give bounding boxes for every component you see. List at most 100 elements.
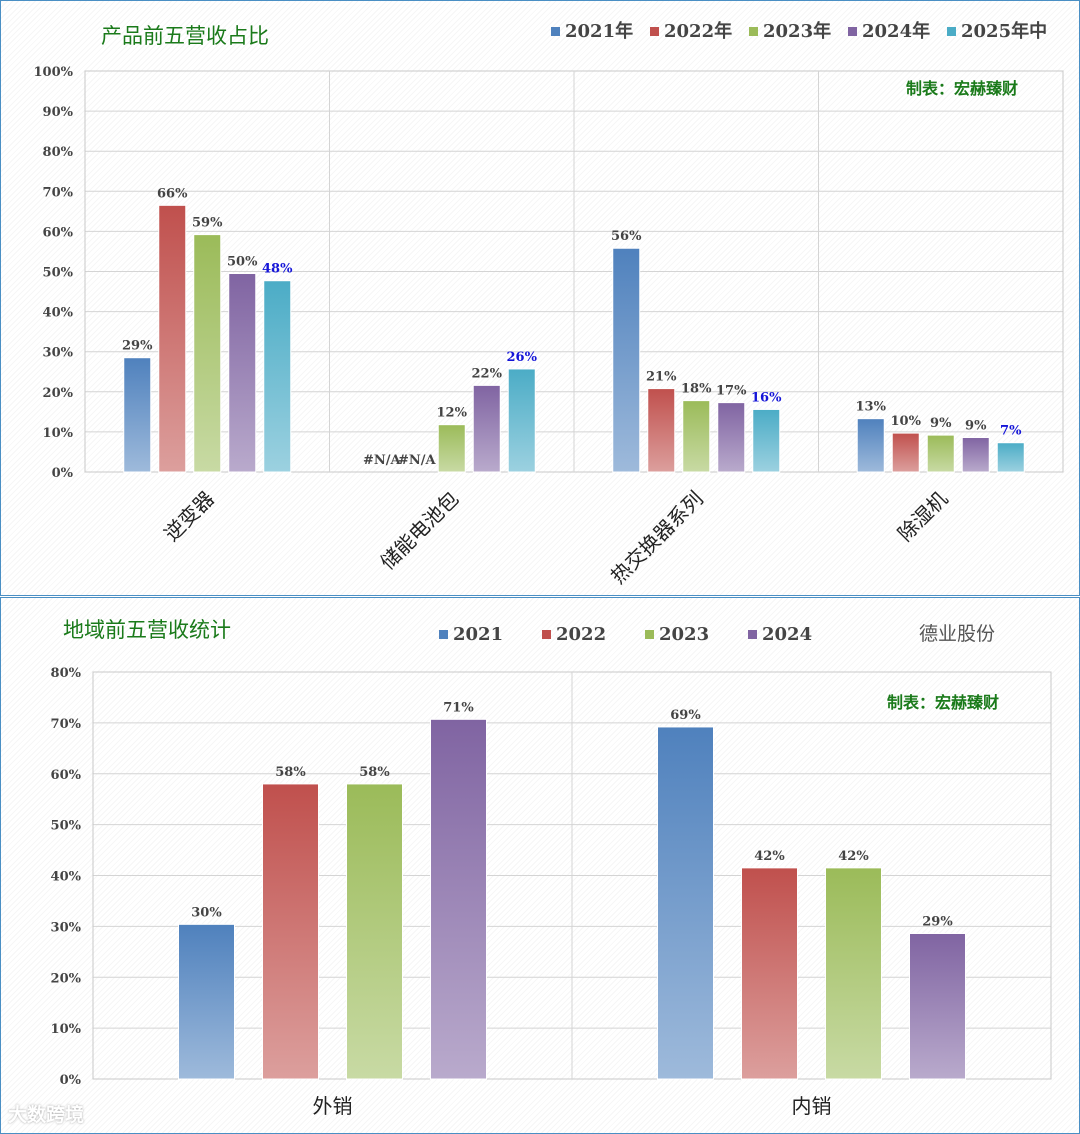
legend-swatch — [645, 630, 654, 639]
category-label: 逆变器 — [159, 487, 218, 546]
y-tick-label: 60% — [51, 768, 82, 783]
data-label: 29% — [922, 914, 953, 929]
bar-2025E5B9B4E4B8AD-E783ADE4BAA4E68DA2E599A8E7B3BBE58897 — [752, 408, 781, 473]
bar-2025E5B9B4E4B8AD-E98086E58F98E599A8 — [263, 280, 292, 473]
bar-2022E5B9B4-E98086E58F98E599A8 — [158, 204, 187, 473]
data-label: 7% — [1000, 424, 1022, 439]
y-tick-label: 10% — [51, 1022, 82, 1037]
y-tick-label: 40% — [43, 306, 74, 321]
legend-label: 2023 — [659, 624, 709, 645]
y-tick-label: 40% — [51, 870, 82, 885]
y-tick-label: 20% — [43, 386, 74, 401]
category-label: 热交换器系列 — [606, 487, 708, 589]
legend-swatch — [439, 630, 448, 639]
data-label: 59% — [192, 216, 223, 231]
bar-2024E5B9B4-E98086E58F98E599A8 — [228, 273, 257, 473]
data-label: 30% — [191, 905, 222, 920]
bar-2021E5B9B4-E98086E58F98E599A8 — [123, 357, 152, 473]
bar-2022E5B9B4-E999A4E6B9BFE69CBA — [891, 432, 920, 473]
legend-label: 2021年 — [565, 20, 633, 42]
region-revenue-chart: 地域前五营收统计 德业股份 制表：宏赫臻财 0% 10% 20% 30% 40% 50% 6… — [51, 618, 1052, 1118]
data-label: 42% — [838, 849, 869, 864]
data-label: 29% — [122, 339, 153, 354]
bar-2024E5B9B4-E783ADE4BAA4E68DA2E599A8E7B3BBE58897 — [717, 402, 746, 473]
y-tick-label: 100% — [34, 65, 74, 80]
data-label: 58% — [359, 765, 390, 780]
product-revenue-chart: 产品前五营收占比 制表：宏赫臻财 0% 10% 20% 30% 40% 50% 60% 70%… — [34, 20, 1064, 589]
bar-2025E5B9B4E4B8AD-E582A8E883BDE794B5E6B1A0E58C85 — [507, 368, 536, 473]
bar-2024-E5A496E99480 — [430, 718, 487, 1080]
data-label-na: #N/A — [363, 453, 402, 468]
y-tick-label: 50% — [43, 266, 74, 281]
bar-2024E5B9B4-E999A4E6B9BFE69CBA — [961, 437, 990, 473]
data-label: 71% — [443, 700, 474, 715]
data-label: 50% — [227, 255, 258, 270]
company-name: 德业股份 — [919, 623, 995, 645]
bar-2021E5B9B4-E783ADE4BAA4E68DA2E599A8E7B3BBE58897 — [612, 247, 641, 473]
legend-swatch — [650, 27, 659, 36]
watermark-logo: 大数跨境 — [8, 1104, 85, 1126]
bar-2022-E58685E99480 — [741, 867, 798, 1080]
data-label: 10% — [891, 414, 922, 429]
chart-credit: 制表：宏赫臻财 — [887, 693, 999, 712]
chart-title: 地域前五营收统计 — [63, 618, 231, 642]
region-revenue-chart-panel: 地域前五营收统计 德业股份 制表：宏赫臻财 0% 10% 20% 30% 40% 50% 6… — [0, 597, 1080, 1134]
legend-label: 2021 — [453, 624, 503, 645]
y-tick-label: 80% — [43, 145, 74, 160]
data-label: 26% — [507, 350, 538, 365]
data-label: 58% — [275, 765, 306, 780]
data-label: 21% — [646, 370, 677, 385]
category-label: 内销 — [792, 1094, 832, 1118]
product-revenue-chart-panel: 产品前五营收占比 制表：宏赫臻财 0% 10% 20% 30% 40% 50% 60% 70%… — [0, 0, 1080, 596]
bar-2024-E58685E99480 — [909, 932, 966, 1080]
bar-2022E5B9B4-E783ADE4BAA4E68DA2E599A8E7B3BBE58897 — [647, 388, 676, 473]
data-label: 22% — [472, 366, 503, 381]
chart-title: 产品前五营收占比 — [101, 24, 269, 48]
chart-credit: 制表：宏赫臻财 — [906, 79, 1018, 98]
legend-swatch — [551, 27, 560, 36]
bar-2022-E5A496E99480 — [262, 783, 319, 1080]
legend-label: 2023年 — [763, 20, 831, 42]
data-label: 56% — [611, 229, 642, 244]
y-tick-label: 10% — [43, 426, 74, 441]
y-tick-label: 70% — [51, 717, 82, 732]
category-label: 储能电池包 — [376, 487, 464, 575]
legend-label: 2022 — [556, 624, 606, 645]
bar-2023-E5A496E99480 — [346, 783, 403, 1080]
y-tick-label: 30% — [43, 346, 74, 361]
data-label: 16% — [751, 390, 782, 405]
y-tick-label: 90% — [43, 105, 74, 120]
data-label: 12% — [437, 406, 468, 421]
legend-label: 2024年 — [862, 20, 930, 42]
bar-2025E5B9B4E4B8AD-E999A4E6B9BFE69CBA — [996, 442, 1025, 473]
data-label: 9% — [965, 419, 987, 434]
bar-2023E5B9B4-E999A4E6B9BFE69CBA — [926, 434, 955, 473]
bar-2021-E5A496E99480 — [178, 923, 235, 1080]
y-tick-label: 0% — [52, 466, 74, 481]
y-tick-label: 70% — [43, 185, 74, 200]
y-tick-label: 0% — [60, 1073, 82, 1088]
data-label: 18% — [681, 382, 712, 397]
legend-swatch — [748, 630, 757, 639]
bar-2023-E58685E99480 — [825, 867, 882, 1080]
bar-2021-E58685E99480 — [657, 726, 714, 1080]
y-tick-label: 60% — [43, 225, 74, 240]
category-label: 外销 — [313, 1094, 353, 1118]
category-label: 除湿机 — [893, 487, 952, 546]
data-label: 13% — [856, 400, 887, 415]
y-tick-label: 30% — [51, 920, 82, 935]
bar-2021E5B9B4-E999A4E6B9BFE69CBA — [856, 418, 885, 473]
legend-swatch — [749, 27, 758, 36]
legend-swatch — [848, 27, 857, 36]
data-label: 66% — [157, 186, 188, 201]
y-tick-label: 50% — [51, 819, 82, 834]
data-label: 17% — [716, 384, 747, 399]
legend-swatch — [947, 27, 956, 36]
legend-swatch — [542, 630, 551, 639]
bar-2023E5B9B4-E783ADE4BAA4E68DA2E599A8E7B3BBE58897 — [682, 400, 711, 473]
data-label: 42% — [754, 849, 785, 864]
data-label: 48% — [262, 262, 293, 277]
y-tick-label: 80% — [51, 666, 82, 681]
data-label-na: #N/A — [398, 453, 437, 468]
legend-label: 2025年中 — [961, 20, 1047, 42]
